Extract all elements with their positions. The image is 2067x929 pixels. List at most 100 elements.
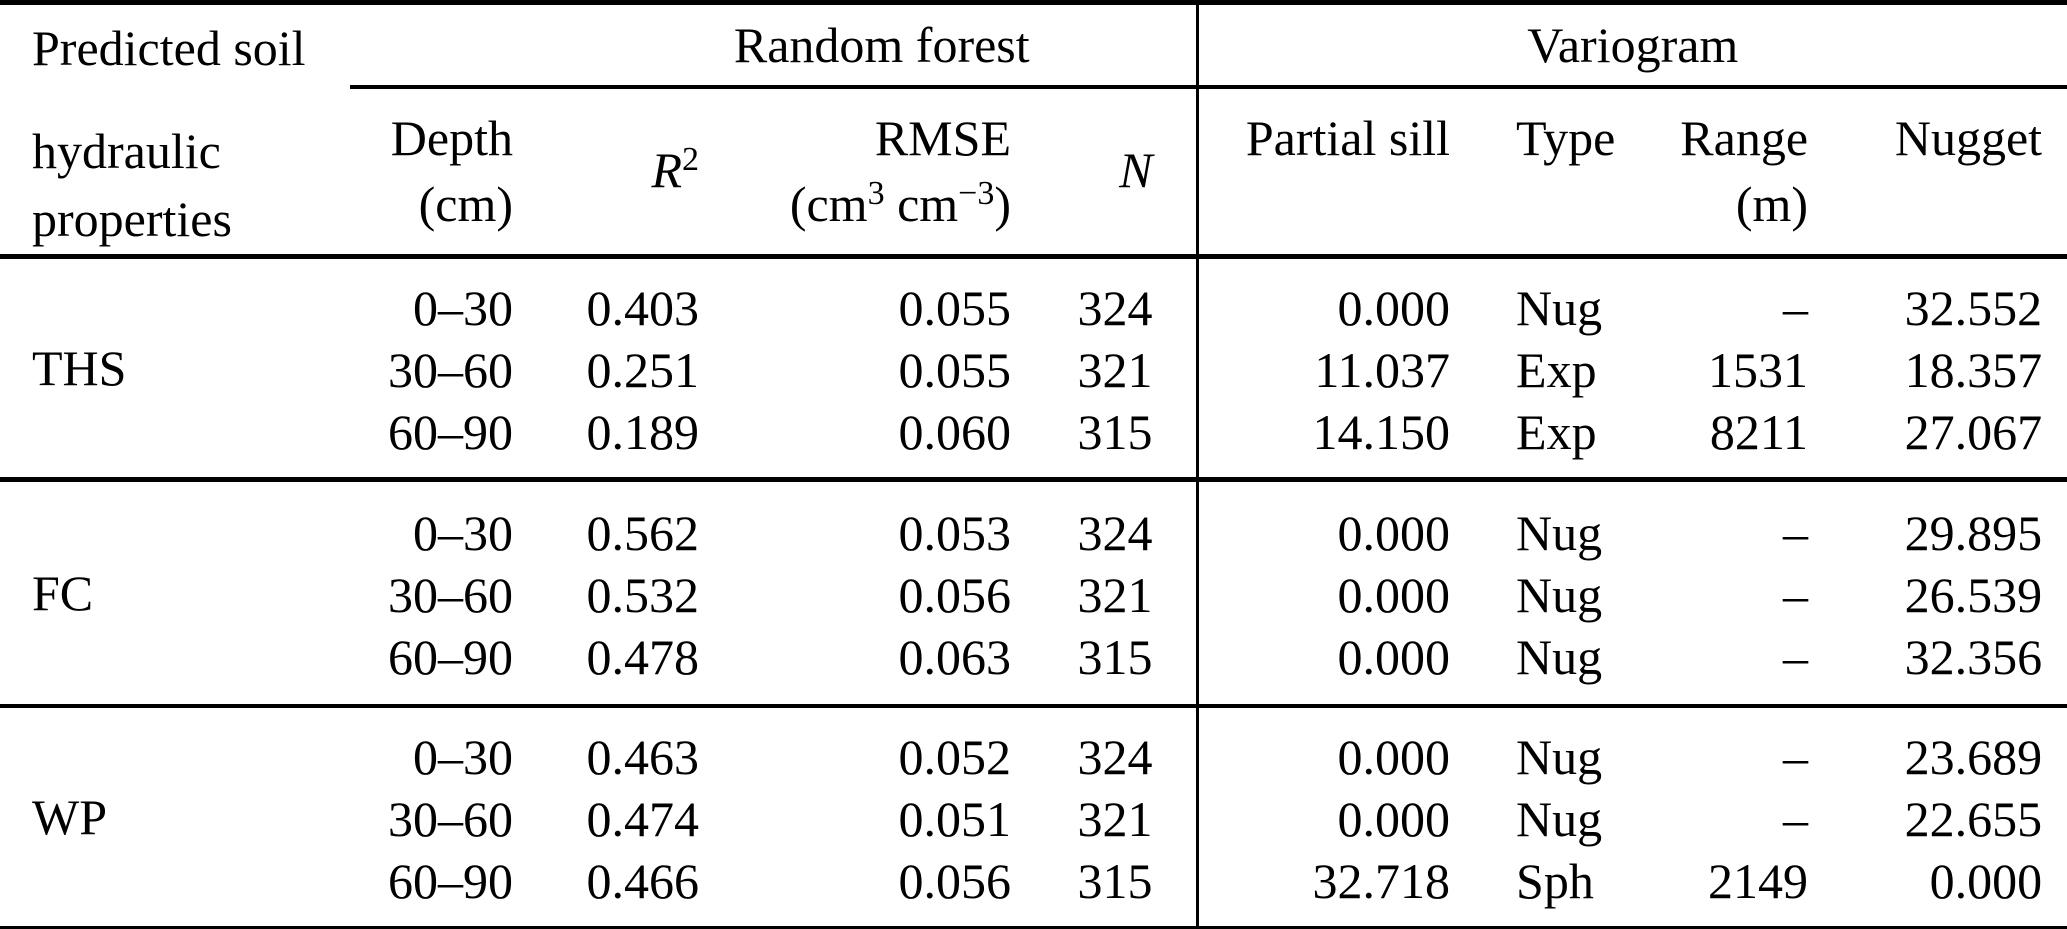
cell-rmse: 0.060 [898,404,1012,460]
table-row: THS 0–30 0.403 0.055 324 0.000 Nug – 32.… [0,256,2067,396]
cell-r2: 0.532 [586,567,700,623]
table-row: 60–90 0.466 0.056 315 32.718 Sph 2149 0.… [0,850,2067,929]
cell-r2: 0.466 [586,853,700,909]
cell-depth: 0–30 [413,729,513,785]
cell-r2: 0.189 [586,404,700,460]
cell-depth: 60–90 [388,629,513,685]
cell-range: 2149 [1708,853,1809,909]
cell-depth: 0–30 [413,505,513,561]
table-row: 60–90 0.189 0.060 315 14.150 Exp 8211 27… [0,401,2067,480]
header-range: Range (m) [1650,86,1836,259]
cell-rmse: 0.056 [898,567,1012,623]
header-rmse-unit: (cm3 cm−3) [789,174,1011,232]
cell-n: 324 [1077,505,1153,561]
stub-line-3: properties [32,191,232,247]
cell-depth: 60–90 [388,404,513,460]
header-nugget: Nugget [1835,86,2067,259]
cell-partial-sill: 11.037 [1195,339,1466,401]
cell-rmse: 0.056 [898,853,1012,909]
cell-type: Exp [1516,342,1597,398]
table-row: 30–60 0.532 0.056 321 0.000 Nug – 26.539 [0,564,2067,626]
cell-r2: 0.474 [586,791,700,847]
cell-type: Exp [1516,404,1597,460]
section-ths: THS 0–30 0.403 0.055 324 0.000 Nug – 32.… [0,256,2067,480]
header-partial-sill: Partial sill [1195,86,1466,259]
cell-rmse: 0.052 [898,729,1012,785]
group-header-random-forest: Random forest [350,2,1198,89]
cell-r2: 0.562 [586,505,700,561]
property-label-fc: FC [32,565,94,621]
cell-range: – [1783,505,1809,561]
column-header-row: Depth (cm) R2 RMSE (cm3 cm−3) N Partial … [0,86,2067,259]
cell-type: Nug [1516,791,1603,847]
cell-r2: 0.251 [586,342,700,398]
cell-partial-sill: 0.000 [1195,788,1466,850]
cell-range: – [1783,791,1809,847]
cell-nugget: 0.000 [1929,853,2043,909]
table-header: Predicted soil hydraulic properties Rand… [0,2,2067,259]
cell-nugget: 29.895 [1904,505,2043,561]
cell-nugget: 27.067 [1904,404,2043,460]
cell-n: 315 [1077,853,1153,909]
cell-n: 315 [1077,404,1153,460]
cell-depth: 30–60 [388,791,513,847]
cell-r2: 0.403 [586,280,700,336]
cell-n: 321 [1077,791,1153,847]
cell-partial-sill: 0.000 [1195,626,1466,706]
cell-depth: 30–60 [388,342,513,398]
cell-nugget: 32.552 [1904,280,2043,336]
cell-r2: 0.478 [586,629,700,685]
table-row: 60–90 0.478 0.063 315 0.000 Nug – 32.356 [0,626,2067,706]
cell-partial-sill: 0.000 [1195,256,1466,339]
section-fc: FC 0–30 0.562 0.053 324 0.000 Nug – 29.8… [0,479,2067,706]
cell-nugget: 22.655 [1904,791,2043,847]
cell-nugget: 32.356 [1904,629,2043,685]
cell-partial-sill: 0.000 [1195,564,1466,626]
cell-range: 8211 [1709,404,1809,460]
cell-n: 315 [1077,629,1153,685]
stub-line-2: hydraulic [32,123,221,179]
cell-type: Nug [1516,567,1603,623]
cell-type: Nug [1516,280,1603,336]
group-header-variogram: Variogram [1195,2,2067,89]
cell-type: Nug [1516,505,1603,561]
cell-partial-sill: 0.000 [1195,479,1466,564]
table-row: FC 0–30 0.562 0.053 324 0.000 Nug – 29.8… [0,479,2067,621]
cell-range: – [1783,280,1809,336]
cell-range: 1531 [1708,342,1809,398]
header-predicted-soil-hydraulic-properties: Predicted soil hydraulic properties [0,2,350,259]
table-row: WP 0–30 0.463 0.052 324 0.000 Nug – 23.6… [0,706,2067,845]
cell-range: – [1783,567,1809,623]
cell-partial-sill: 14.150 [1195,401,1466,480]
cell-nugget: 26.539 [1904,567,2043,623]
section-wp: WP 0–30 0.463 0.052 324 0.000 Nug – 23.6… [0,706,2067,929]
cell-n: 321 [1077,342,1153,398]
stub-line-1: Predicted soil [32,20,306,76]
table-row: 30–60 0.474 0.051 321 0.000 Nug – 22.655 [0,788,2067,850]
cell-range: – [1783,629,1809,685]
cell-n: 324 [1077,280,1153,336]
cell-partial-sill: 0.000 [1195,706,1466,788]
header-type: Type [1465,86,1651,259]
header-rmse: RMSE (cm3 cm−3) [702,86,1017,259]
cell-depth: 60–90 [388,853,513,909]
cell-type: Nug [1516,629,1603,685]
property-label-wp: WP [32,789,107,845]
header-depth: Depth (cm) [350,86,517,259]
cell-type: Sph [1516,853,1594,909]
cell-partial-sill: 32.718 [1195,850,1466,929]
cell-rmse: 0.053 [898,505,1012,561]
group-header-row: Predicted soil hydraulic properties Rand… [0,2,2067,259]
cell-nugget: 23.689 [1904,729,2043,785]
cell-type: Nug [1516,729,1603,785]
cell-rmse: 0.051 [898,791,1012,847]
table-row: 30–60 0.251 0.055 321 11.037 Exp 1531 18… [0,339,2067,401]
cell-nugget: 18.357 [1904,342,2043,398]
property-label-ths: THS [32,340,127,396]
cell-rmse: 0.063 [898,629,1012,685]
cell-n: 324 [1077,729,1153,785]
cell-depth: 30–60 [388,567,513,623]
cell-rmse: 0.055 [898,280,1012,336]
